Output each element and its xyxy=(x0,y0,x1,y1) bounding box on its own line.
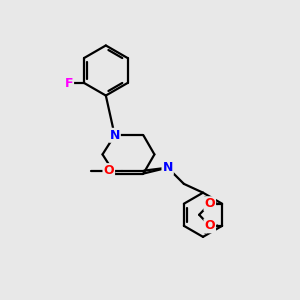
Text: O: O xyxy=(204,197,215,210)
Text: F: F xyxy=(64,76,73,89)
Text: N: N xyxy=(163,161,173,174)
Text: O: O xyxy=(204,219,215,232)
Text: O: O xyxy=(103,164,114,177)
Text: N: N xyxy=(110,129,120,142)
